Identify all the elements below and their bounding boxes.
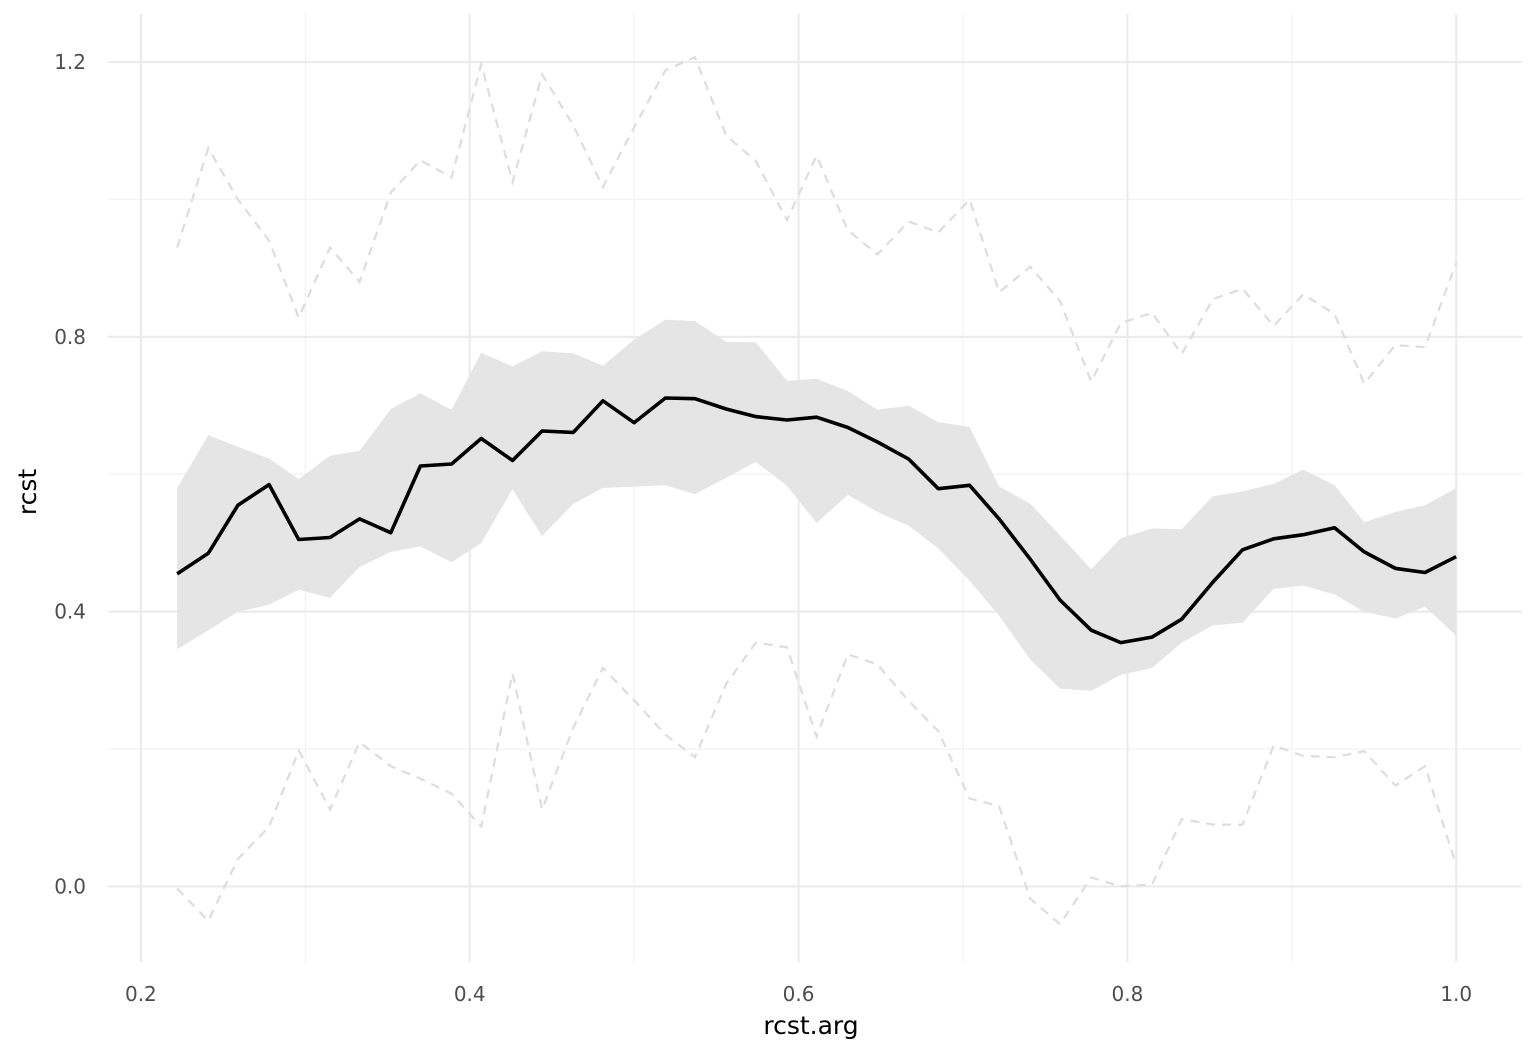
y-tick-label: 1.2 xyxy=(54,50,86,74)
confidence-band-area xyxy=(177,319,1457,691)
mean-series-line xyxy=(176,396,1458,645)
envelope-lower-line xyxy=(176,641,1458,926)
y-tick-label: 0.0 xyxy=(54,874,86,898)
x-tick-label: 0.4 xyxy=(454,982,486,1006)
x-tick-label: 0.2 xyxy=(125,982,157,1006)
y-tick-labels: 0.0 0.4 0.8 1.2 xyxy=(54,50,86,898)
x-axis-title: rcst.arg xyxy=(763,1011,858,1040)
y-tick-label: 0.4 xyxy=(54,600,86,624)
envelope-lines xyxy=(176,55,1458,926)
y-tick-label: 0.8 xyxy=(54,325,86,349)
confidence-band xyxy=(177,319,1457,691)
x-tick-label: 0.6 xyxy=(783,982,815,1006)
x-tick-label: 0.8 xyxy=(1111,982,1143,1006)
x-tick-labels: 0.2 0.4 0.6 0.8 1.0 xyxy=(125,982,1472,1006)
x-tick-label: 1.0 xyxy=(1440,982,1472,1006)
y-axis-title: rcst xyxy=(13,469,42,515)
mean-line xyxy=(176,396,1458,645)
envelope-upper-line xyxy=(176,55,1458,386)
